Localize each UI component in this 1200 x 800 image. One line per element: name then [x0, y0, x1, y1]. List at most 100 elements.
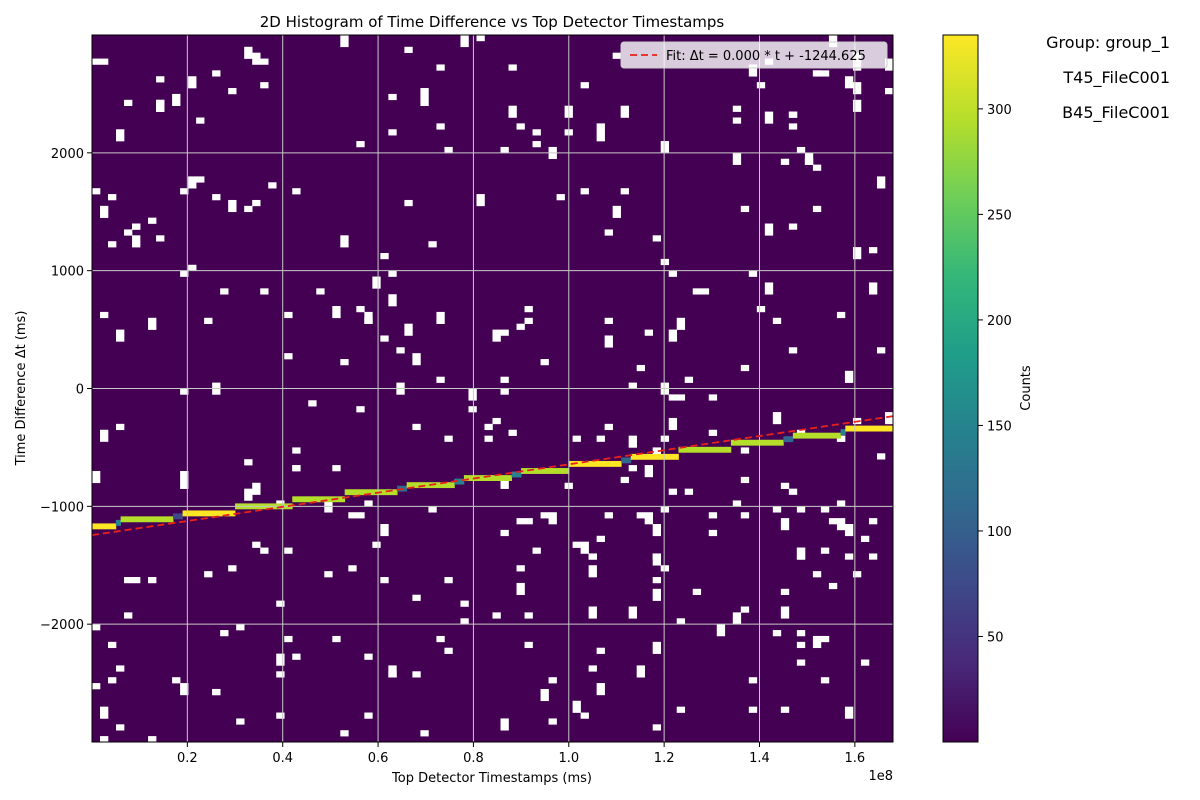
empty-bin: [100, 429, 109, 442]
empty-bin: [652, 641, 662, 654]
band-bin: [463, 475, 512, 481]
band-bin: [783, 436, 794, 443]
empty-bin: [580, 82, 589, 89]
x-tick-label: 0.6: [368, 751, 389, 766]
empty-bin: [732, 152, 742, 165]
empty-bin: [260, 58, 269, 65]
empty-bins: [92, 35, 893, 742]
empty-bin: [516, 123, 525, 130]
empty-bin: [652, 577, 662, 584]
empty-bin: [364, 653, 373, 660]
empty-bin: [436, 376, 445, 383]
empty-bin: [276, 671, 285, 678]
empty-bin: [244, 46, 253, 53]
empty-bin: [788, 223, 798, 230]
empty-bin: [604, 229, 613, 236]
empty-bin: [172, 93, 181, 106]
empty-bin: [92, 683, 101, 690]
empty-bin: [332, 465, 341, 472]
empty-bin: [116, 724, 125, 731]
empty-bin: [508, 105, 517, 118]
empty-bin: [604, 423, 613, 431]
empty-bin: [692, 588, 702, 596]
empty-bin: [124, 229, 133, 236]
empty-bin: [212, 194, 221, 201]
empty-bin: [412, 594, 421, 601]
empty-bin: [604, 317, 613, 324]
x-axis-label: Top Detector Timestamps (ms): [391, 771, 592, 786]
empty-bin: [596, 135, 605, 142]
empty-bin: [764, 282, 774, 295]
empty-bin: [860, 535, 870, 542]
empty-bin: [556, 194, 565, 201]
empty-bin: [508, 429, 517, 436]
empty-bin: [548, 718, 557, 725]
empty-bin: [500, 476, 509, 489]
empty-bin: [684, 376, 694, 383]
empty-bin: [460, 600, 469, 607]
empty-bin: [772, 630, 782, 637]
empty-bin: [604, 335, 613, 348]
empty-bin: [124, 612, 133, 619]
empty-bin: [500, 376, 509, 383]
empty-bin: [524, 641, 533, 649]
empty-bin: [108, 241, 117, 248]
empty-bin: [348, 512, 357, 519]
empty-bin: [788, 123, 798, 130]
empty-bin: [684, 488, 694, 495]
empty-bin: [436, 64, 445, 71]
empty-bin: [492, 329, 501, 342]
empty-bin: [412, 423, 421, 431]
empty-bin: [668, 270, 678, 277]
empty-bin: [236, 718, 245, 725]
band-bin: [344, 489, 398, 496]
empty-bin: [348, 565, 357, 572]
colorbar-ticks: 50 100 150 200 250 300: [978, 103, 1012, 645]
group-label: Group: group_1: [1046, 33, 1170, 52]
empty-bin: [500, 388, 509, 395]
empty-bin: [740, 512, 750, 519]
empty-bin: [500, 529, 509, 537]
empty-bin: [92, 188, 101, 195]
colorbar-tick-label: 300: [987, 103, 1012, 118]
empty-bin: [444, 435, 453, 442]
empty-bin: [436, 311, 445, 324]
empty-bin: [92, 624, 101, 631]
empty-bin: [212, 70, 221, 77]
empty-bin: [260, 82, 269, 89]
empty-bin: [596, 535, 605, 542]
empty-bin: [380, 335, 389, 342]
empty-bin: [668, 417, 678, 431]
empty-bin: [236, 624, 245, 631]
empty-bin: [836, 518, 846, 531]
y-tick-label: −2000: [40, 618, 84, 633]
empty-bin: [820, 677, 830, 684]
empty-bin: [620, 105, 629, 118]
empty-bin: [660, 141, 670, 154]
band-bin: [92, 523, 117, 530]
empty-bin: [468, 406, 477, 413]
empty-bin: [340, 359, 349, 366]
empty-bin: [516, 582, 525, 596]
empty-bin: [660, 506, 670, 513]
empty-bin: [828, 518, 838, 525]
legend-label: Fit: Δt = 0.000 * t + -1244.625: [666, 49, 866, 64]
empty-bin: [356, 512, 365, 519]
empty-bin: [876, 347, 886, 354]
empty-bin: [364, 712, 373, 719]
empty-bin: [588, 553, 597, 560]
empty-bin: [628, 465, 637, 472]
empty-bin: [756, 306, 766, 313]
empty-bin: [732, 117, 742, 124]
empty-bin: [484, 423, 493, 431]
empty-bin: [404, 46, 413, 53]
colorbar-tick-label: 50: [987, 630, 1004, 645]
empty-bin: [100, 712, 109, 719]
empty-bin: [812, 164, 822, 171]
empty-bin: [540, 512, 549, 519]
empty-bin: [772, 412, 782, 425]
empty-bin: [740, 205, 750, 213]
empty-bin: [660, 435, 670, 442]
empty-bin: [820, 506, 830, 513]
